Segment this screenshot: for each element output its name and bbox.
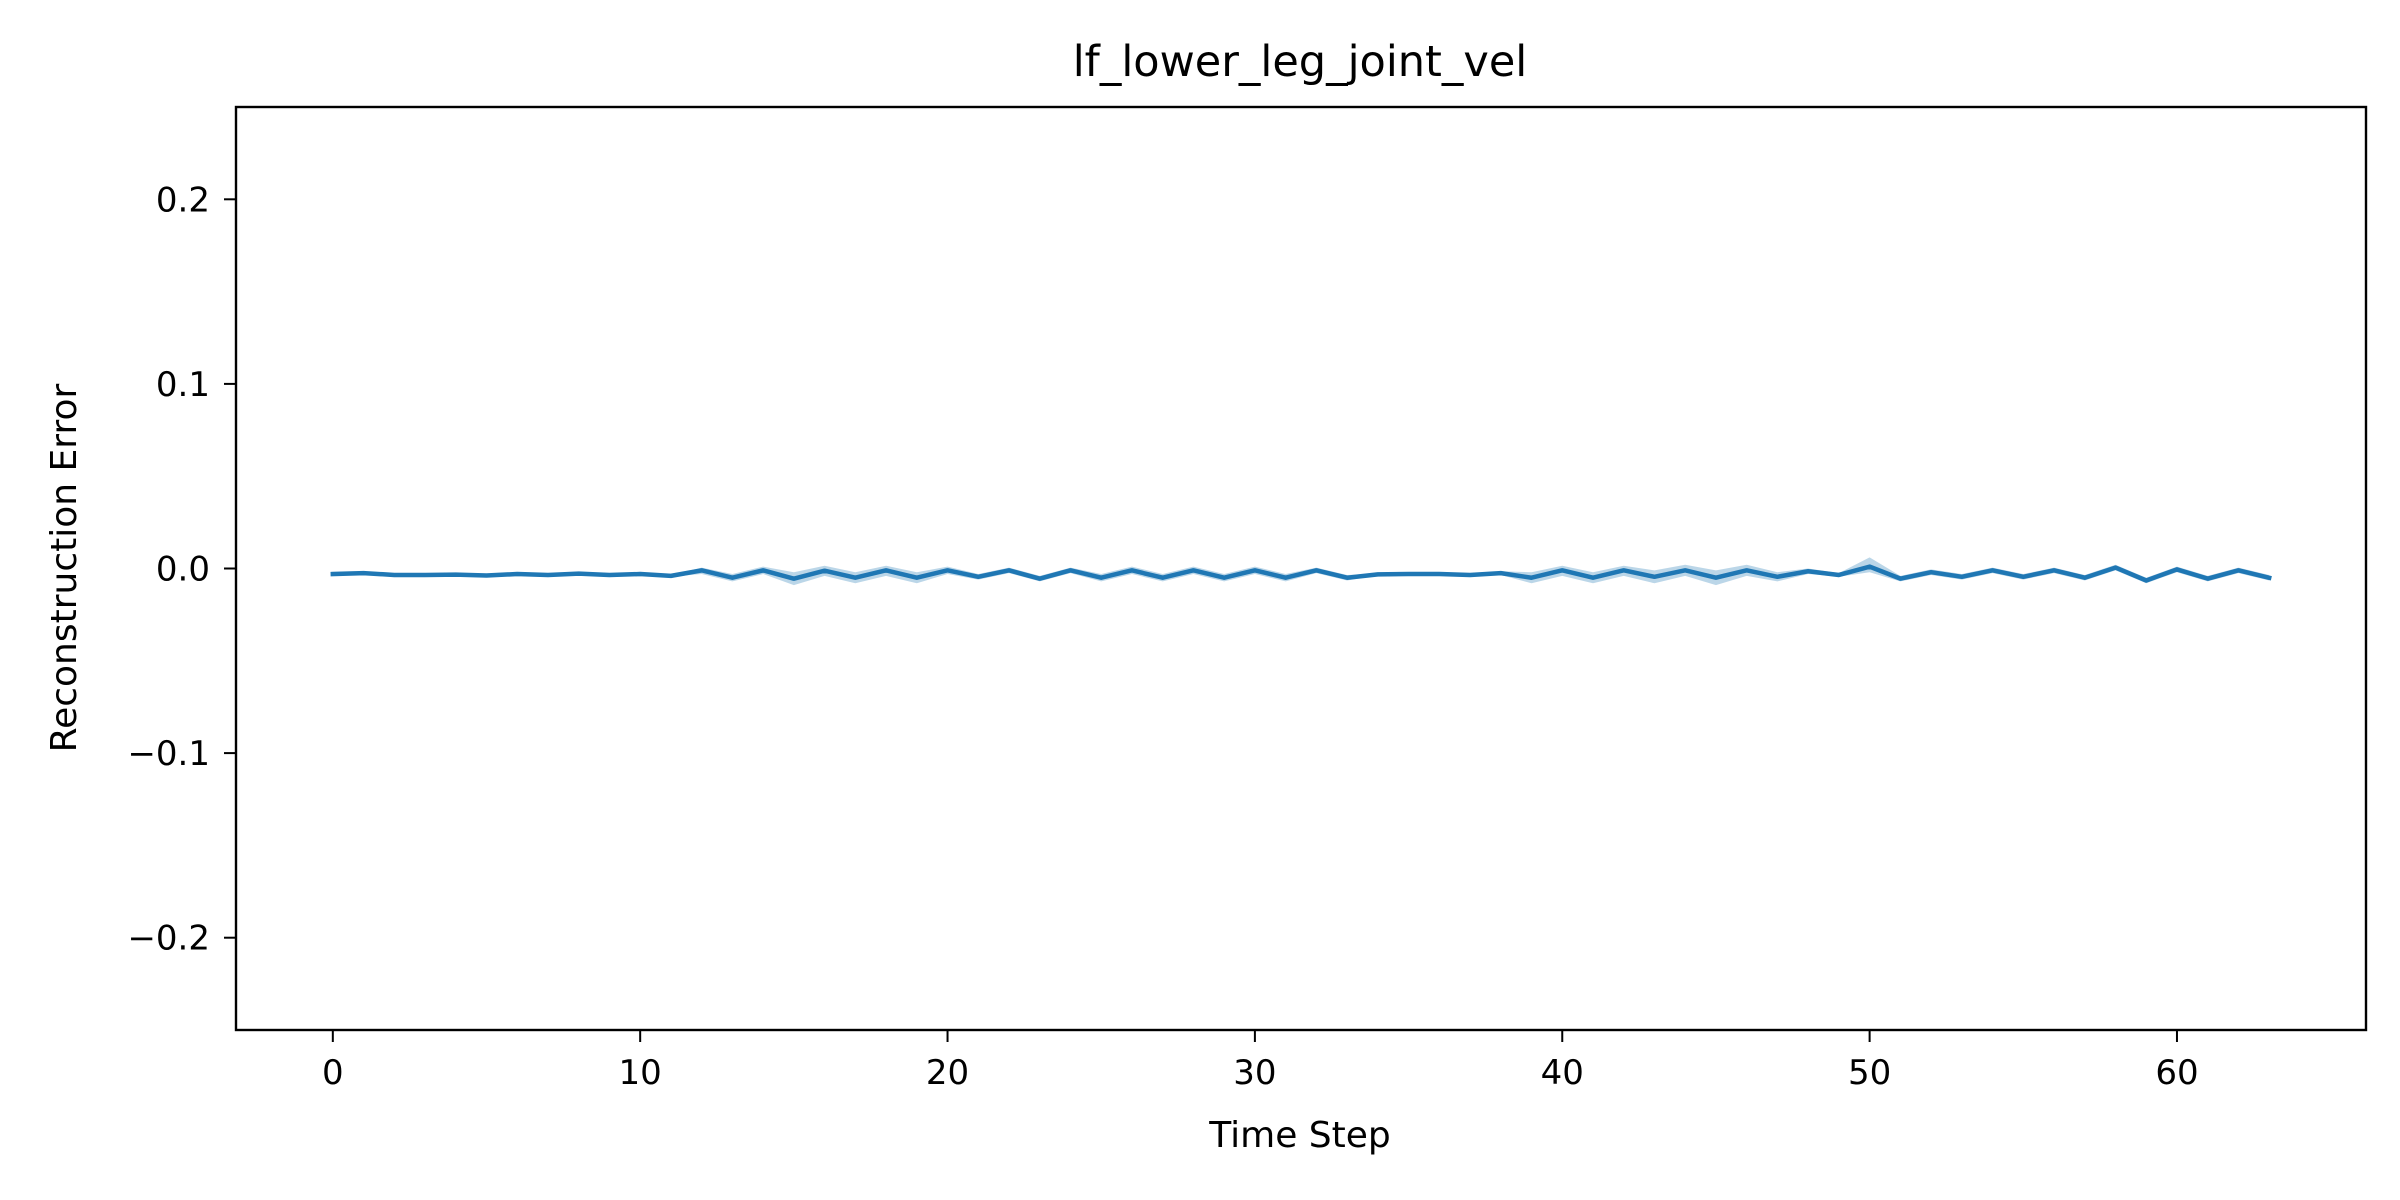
x-tick-label: 10 — [619, 1053, 662, 1093]
y-axis: 0.2 0.1 0.0 −0.1 −0.2 — [127, 180, 236, 959]
y-tick-label: 0.2 — [156, 180, 210, 220]
y-tick-label: 0.1 — [156, 365, 210, 405]
y-axis-title: Reconstruction Error — [44, 384, 85, 753]
x-axis: 0 10 20 30 40 50 60 — [322, 1030, 2199, 1093]
x-tick-label: 40 — [1541, 1053, 1584, 1093]
x-tick-label: 0 — [322, 1053, 344, 1093]
x-tick-label: 20 — [926, 1053, 969, 1093]
y-tick-label: −0.1 — [127, 734, 210, 774]
confidence-band-0 — [332, 557, 2270, 586]
y-tick-label: −0.2 — [127, 919, 210, 959]
x-tick-label: 60 — [2155, 1053, 2198, 1093]
plot-area — [330, 557, 2272, 586]
x-tick-label: 30 — [1233, 1053, 1276, 1093]
x-tick-label: 50 — [1848, 1053, 1891, 1093]
chart-title: lf_lower_leg_joint_vel — [1073, 37, 1528, 87]
y-tick-label: 0.0 — [156, 550, 210, 590]
series-line-0 — [330, 564, 2272, 583]
x-axis-title: Time Step — [1208, 1115, 1391, 1156]
